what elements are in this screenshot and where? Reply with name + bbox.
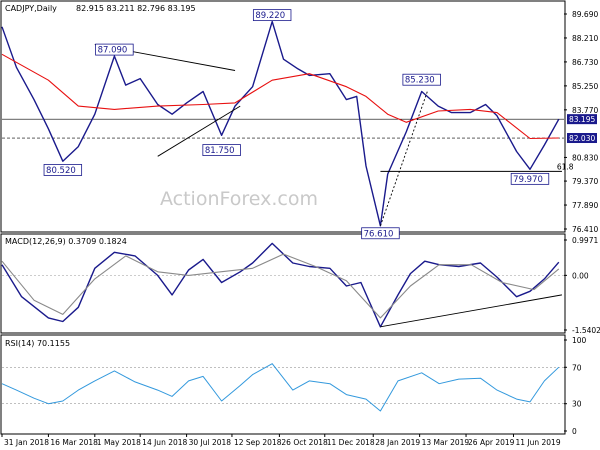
y-tick-label: 83.770 — [572, 106, 598, 115]
y-tick-label: 77.890 — [572, 201, 598, 210]
y-tick-label: 76.410 — [572, 225, 598, 234]
watermark: ActionForex.com — [160, 188, 318, 210]
price-annotation-box — [402, 73, 441, 86]
rsi-panel-title: RSI(14) 70.1155 — [5, 339, 70, 348]
ohlc-header: 82.915 83.211 82.796 83.195 — [76, 4, 196, 13]
price-annotation-label: 80.520 — [46, 166, 76, 176]
y-tick-badge — [567, 114, 597, 125]
series-line-signal — [1, 253, 560, 319]
fib-label: 61.8 — [557, 162, 574, 171]
price-annotation-box — [252, 9, 292, 22]
x-tick-label: 30 Jul 2018 — [189, 438, 232, 447]
price-annotation-box — [510, 172, 550, 185]
x-tick-label: 13 Mar 2019 — [422, 438, 470, 447]
price-annotation-box — [202, 144, 241, 156]
price-layer: 89.220 87.090 85.230 81.750 80.520 79.970 76.6… — [1, 9, 574, 240]
y-tick-label: 85.250 — [572, 82, 598, 91]
y-tick-label: 83.195 — [569, 115, 595, 124]
price-annotation-label: 76.610 — [364, 229, 394, 239]
x-tick-label: 26 Apr 2019 — [468, 438, 515, 447]
y-tick-label: -1.5402 — [572, 326, 600, 335]
series-line-close — [1, 20, 560, 227]
y-tick-label: 89.690 — [572, 10, 598, 19]
price-annotation-label: 85.230 — [405, 76, 435, 86]
trendline — [380, 89, 429, 226]
price-annotation-box — [361, 227, 400, 240]
series-line-rsi — [1, 363, 560, 412]
y-tick-label: 0.9971 — [572, 236, 598, 245]
x-tick-label: 31 Jan 2018 — [4, 438, 49, 447]
x-tick-label: 1 May 2018 — [97, 438, 141, 447]
y-tick-label: 86.730 — [572, 58, 598, 67]
x-tick-label: 16 Mar 2018 — [50, 438, 98, 447]
y-tick-label: 88.210 — [572, 34, 598, 43]
price-annotation-box — [43, 164, 83, 176]
x-tick-label: 11 Dec 2018 — [327, 438, 375, 447]
y-tick-badge — [567, 133, 597, 144]
y-tick-label: 0.00 — [572, 271, 589, 280]
x-tick-label: 28 Jan 2019 — [375, 438, 420, 447]
series-line-ma — [1, 53, 559, 140]
x-tick-label: 12 Sep 2018 — [234, 438, 282, 447]
rsi-layer — [1, 363, 564, 412]
x-tick-label: 26 Oct 2018 — [281, 438, 328, 447]
price-panel-title: CADJPY,Daily — [5, 4, 57, 13]
price-annotation-label: 81.750 — [205, 146, 235, 156]
price-annotation-label: 89.220 — [255, 11, 285, 21]
price-annotation-label: 87.090 — [98, 46, 128, 56]
series-line-macd — [1, 242, 560, 328]
y-tick-label: 82.030 — [569, 134, 595, 143]
y-tick-label: 0 — [572, 427, 577, 436]
macd-panel-frame — [0, 233, 566, 334]
macd-panel-title: MACD(12,26,9) 0.3709 0.1824 — [5, 237, 127, 246]
price-panel-frame — [0, 0, 566, 233]
trendline — [157, 105, 241, 157]
y-tick-label: 30 — [572, 400, 582, 409]
y-tick-label: 79.370 — [572, 177, 598, 186]
trendline — [380, 294, 563, 328]
x-tick-label: 14 Jun 2018 — [142, 438, 187, 447]
y-tick-label: 70 — [572, 363, 582, 372]
y-tick-label: 100 — [572, 336, 587, 345]
y-tick-label: 80.830 — [572, 153, 598, 162]
macd-layer — [1, 242, 564, 328]
price-annotation-label: 79.970 — [513, 175, 543, 185]
price-annotation-box — [95, 43, 134, 56]
rsi-panel-frame — [0, 334, 566, 435]
x-tick-label: 11 Jun 2019 — [515, 438, 560, 447]
